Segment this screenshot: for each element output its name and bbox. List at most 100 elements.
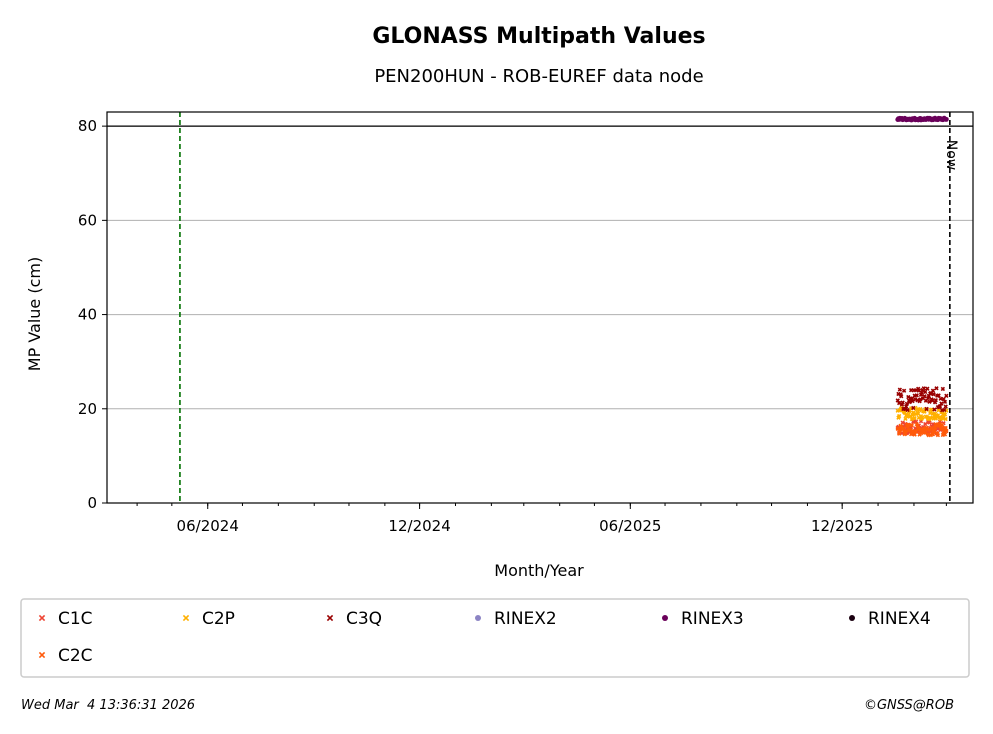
legend-label: RINEX3 — [681, 609, 744, 629]
legend-marker — [475, 615, 481, 621]
data-point — [942, 407, 947, 413]
data-point — [920, 415, 925, 420]
data-point — [942, 432, 948, 437]
data-point — [944, 428, 949, 434]
data-point — [912, 415, 917, 421]
data-point — [935, 432, 941, 438]
y-tick-label: 20 — [78, 400, 97, 418]
data-point — [901, 388, 907, 393]
now-label: Now — [943, 140, 959, 171]
x-tick-label: 12/2025 — [811, 517, 873, 535]
data-point — [939, 422, 945, 427]
legend-label: C3Q — [346, 609, 382, 629]
legend-label: RINEX4 — [868, 609, 931, 629]
x-axis-label: Month/Year — [494, 561, 584, 580]
legend-item-c2c: C2C — [38, 646, 93, 666]
data-point — [924, 406, 929, 412]
legend-item-c2p: C2P — [182, 609, 235, 629]
legend-label: C1C — [58, 609, 93, 629]
data-point — [943, 404, 948, 409]
data-point — [937, 403, 943, 409]
legend-marker — [182, 614, 190, 622]
legend-label: C2C — [58, 646, 93, 666]
y-gridlines — [107, 125, 973, 410]
y-tick-label: 40 — [78, 306, 97, 324]
data-point — [900, 400, 905, 405]
data-point — [899, 394, 904, 399]
chart-title: GLONASS Multipath Values — [372, 24, 705, 49]
data-point — [932, 407, 937, 412]
data-point — [925, 386, 930, 391]
data-point — [919, 390, 924, 396]
data-point — [895, 398, 900, 403]
data-point — [896, 431, 902, 436]
legend-item-rinex2: RINEX2 — [475, 609, 557, 629]
data-point — [905, 407, 910, 413]
legend-item-c1c: C1C — [38, 609, 93, 629]
legend-marker — [326, 614, 334, 622]
data-point — [922, 394, 927, 399]
data-point — [909, 416, 915, 422]
legend-marker — [38, 614, 46, 622]
data-point — [914, 407, 919, 412]
data-point — [934, 386, 939, 391]
series-rinex3 — [895, 115, 949, 123]
data-point — [927, 416, 932, 422]
data-point — [939, 401, 944, 406]
data-point — [912, 432, 917, 437]
legend-marker — [38, 651, 46, 659]
series-c2c — [895, 421, 949, 438]
data-point — [907, 399, 912, 405]
data-point — [943, 116, 949, 122]
y-tick-label: 60 — [78, 211, 97, 229]
data-point — [909, 422, 915, 428]
legend-box — [20, 598, 970, 678]
data-points — [895, 115, 949, 438]
data-point — [921, 386, 926, 391]
x-tick-label: 06/2024 — [177, 517, 239, 535]
data-point — [933, 397, 938, 403]
data-point — [896, 400, 902, 406]
y-axis-label: MP Value (cm) — [25, 257, 44, 371]
x-tick-label: 12/2024 — [388, 517, 450, 535]
data-point — [944, 393, 949, 398]
plot-frame — [106, 111, 974, 504]
data-point — [942, 399, 948, 405]
data-point — [936, 393, 941, 398]
data-point — [911, 405, 916, 411]
data-point — [940, 386, 946, 392]
footer-timestamp: Wed Mar 4 13:36:31 2026 — [21, 698, 195, 713]
legend-label: C2P — [202, 609, 235, 629]
y-tick-label: 80 — [78, 117, 97, 135]
data-point — [931, 392, 936, 397]
legend-item-rinex3: RINEX3 — [662, 609, 744, 629]
legend-item-c3q: C3Q — [326, 609, 382, 629]
x-tick-label: 06/2025 — [599, 517, 661, 535]
data-point — [941, 396, 946, 402]
footer-credit: ©GNSS@ROB — [864, 698, 954, 713]
legend-marker — [662, 615, 668, 621]
axis-ticks: 0 20 40 60 80 06/2024 12/2024 06/2025 12/2025 — [78, 117, 947, 535]
series-c3q — [895, 386, 949, 413]
data-point — [903, 431, 908, 436]
legend: C1C C2P C3Q RINEX2 RINEX3 RINEX4 C2C — [38, 609, 931, 666]
data-point — [927, 410, 933, 416]
data-point — [904, 404, 909, 409]
data-point — [904, 428, 909, 434]
data-point — [896, 413, 902, 419]
legend-item-rinex4: RINEX4 — [849, 609, 931, 629]
chart-subtitle: PEN200HUN - ROB-EUREF data node — [374, 66, 703, 87]
legend-marker — [849, 615, 855, 621]
reference-lines — [107, 112, 973, 503]
data-point — [927, 420, 932, 425]
data-point — [914, 393, 919, 398]
data-point — [923, 389, 928, 395]
y-tick-label: 0 — [87, 494, 97, 512]
legend-label: RINEX2 — [494, 609, 557, 629]
data-point — [941, 429, 946, 434]
data-point — [932, 428, 937, 433]
data-point — [943, 416, 948, 422]
data-point — [943, 425, 948, 431]
data-point — [942, 412, 948, 417]
